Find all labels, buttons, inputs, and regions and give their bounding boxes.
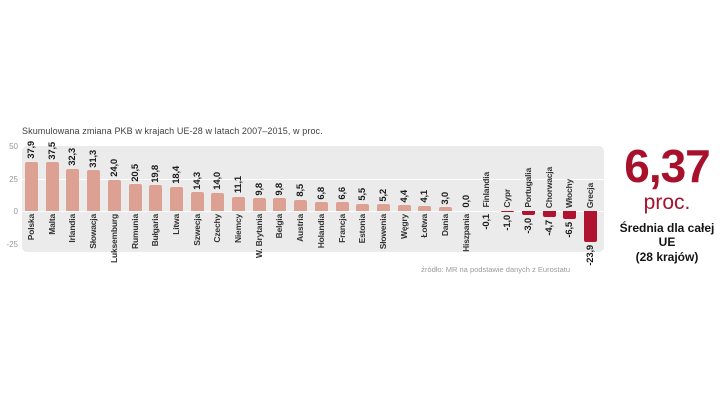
bar-category-label: Chorwacja	[543, 166, 554, 208]
bar-category-label: Niemcy	[233, 214, 243, 244]
bar-value-label: 18,4	[170, 166, 182, 185]
bar-category-label: Cypr	[502, 189, 513, 208]
bar-Łotwa	[418, 205, 432, 211]
bar-value-label: 32,3	[67, 148, 79, 167]
bar-Rumunia	[128, 184, 142, 211]
bar-Czechy	[211, 192, 225, 211]
bar-Słowenia	[376, 204, 390, 211]
bar-W. Brytania	[252, 198, 266, 211]
bar-category-label: Węgry	[398, 214, 409, 239]
bar-value-label: 9,8	[274, 182, 286, 196]
bar-category-label: Francja	[336, 214, 347, 243]
bar-category-label: Rumunia	[129, 214, 140, 249]
bar-category-label: Irlandia	[67, 214, 78, 243]
bar-Portugalia	[521, 211, 535, 215]
bar-Holandia	[314, 202, 328, 211]
bar-value-label: -3,0	[522, 217, 534, 234]
bar-Chorwacja	[542, 211, 556, 218]
bar-category-label: Malta	[46, 214, 57, 235]
bar-value-label: 4,4	[398, 189, 410, 203]
bar-category-label: Czechy	[212, 214, 223, 243]
gridline-25	[22, 178, 604, 180]
bar-category-label: Bułgaria	[150, 214, 161, 247]
average-caption-line2: (28 krajów)	[635, 249, 699, 264]
bar-category-label: Estonia	[357, 214, 368, 244]
bar-category-label: Słowenia	[377, 214, 388, 250]
bar-category-label: Polska	[26, 214, 36, 241]
bar-value-label: 6,8	[315, 186, 327, 200]
bar-Estonia	[356, 203, 370, 211]
bar-value-label: 5,2	[377, 188, 389, 202]
bar-category-label: Holandia	[315, 214, 326, 249]
bar-value-label: 8,5	[295, 184, 307, 197]
bar-category-label: Belgia	[274, 214, 285, 239]
bar-value-label: 24,0	[108, 159, 120, 177]
bar-Francja	[335, 202, 349, 211]
bar-value-label: -0,1	[481, 214, 493, 230]
bar-Cypr	[501, 211, 515, 213]
bar-value-label: -23,9	[584, 245, 596, 266]
bar-category-label: Portugalia	[522, 168, 533, 208]
bar-category-label: Litwa	[170, 214, 181, 235]
bar-category-label: Hiszpania	[460, 214, 471, 252]
y-axis-tick: -25	[6, 239, 18, 249]
bar-category-label: Łotwa	[419, 214, 430, 238]
bar-value-label: -1,0	[502, 215, 514, 231]
bar-Szwecja	[190, 192, 204, 211]
bar-value-label: 37,5	[46, 141, 58, 160]
bar-value-label: 19,8	[150, 164, 162, 183]
bar-value-label: 0,0	[460, 195, 472, 208]
average-caption-line1: Średnia dla całej UE	[619, 221, 715, 250]
bar-value-label: 5,5	[357, 188, 369, 201]
average-caption: Średnia dla całej UE (28 krajów)	[614, 221, 720, 264]
bar-Luksemburg	[107, 179, 121, 211]
bar-value-label: 6,6	[336, 186, 348, 200]
bar-value-label: 31,3	[88, 149, 100, 168]
bar-value-label: 14,0	[212, 172, 224, 190]
bar-category-label: Szwecja	[191, 214, 202, 246]
bar-category-label: Słowacja	[88, 214, 99, 249]
bar-value-label: 4,1	[419, 190, 431, 203]
bar-Niemcy	[232, 196, 245, 211]
bar-Węgry	[397, 205, 411, 211]
bar-value-label: 37,9	[26, 141, 37, 159]
bar-value-label: 3,0	[440, 191, 451, 205]
bar-Bułgaria	[149, 185, 163, 211]
y-axis-tick: 25	[9, 174, 18, 184]
chart-title: Skumulowana zmiana PKB w krajach UE-28 w…	[22, 126, 323, 136]
bar-value-label: -4,7	[543, 220, 555, 236]
bar-value-label: 20,5	[129, 163, 141, 182]
bar-Litwa	[169, 187, 183, 211]
gridline-0	[22, 211, 604, 212]
bar-value-label: 14,3	[191, 171, 203, 190]
bar-Włochy	[563, 211, 577, 220]
bar-category-label: Finlandia	[481, 172, 492, 208]
bar-Belgia	[273, 198, 287, 211]
bar-value-label: 11,1	[233, 176, 244, 194]
bar-category-label: Włochy	[564, 178, 575, 208]
source-note: źródło: MR na podstawie danych z Eurosta…	[421, 265, 570, 274]
bar-Malta	[45, 162, 59, 211]
bar-category-label: Dania	[440, 214, 450, 237]
bar-category-label: W. Brytania	[253, 214, 264, 259]
y-axis-tick: 0	[13, 207, 18, 216]
bar-category-label: Grecja	[584, 182, 595, 208]
bar-value-label: 9,8	[253, 182, 265, 196]
average-value: 6,37	[624, 140, 711, 192]
bar-Irlandia	[66, 169, 80, 211]
y-axis-tick: 50	[9, 142, 18, 151]
bar-Polska	[25, 161, 38, 211]
bar-Grecja	[583, 211, 597, 243]
bar-value-label: -6,5	[564, 222, 576, 239]
bar-Dania	[439, 207, 452, 211]
bar-Austria	[294, 199, 308, 211]
bar-category-label: Luksemburg	[108, 214, 119, 264]
average-unit: proc.	[643, 191, 691, 214]
bar-Słowacja	[87, 170, 101, 211]
average-stat-block: 6,37 proc. Średnia dla całej UE (28 kraj…	[614, 143, 720, 264]
bar-category-label: Austria	[295, 214, 306, 242]
